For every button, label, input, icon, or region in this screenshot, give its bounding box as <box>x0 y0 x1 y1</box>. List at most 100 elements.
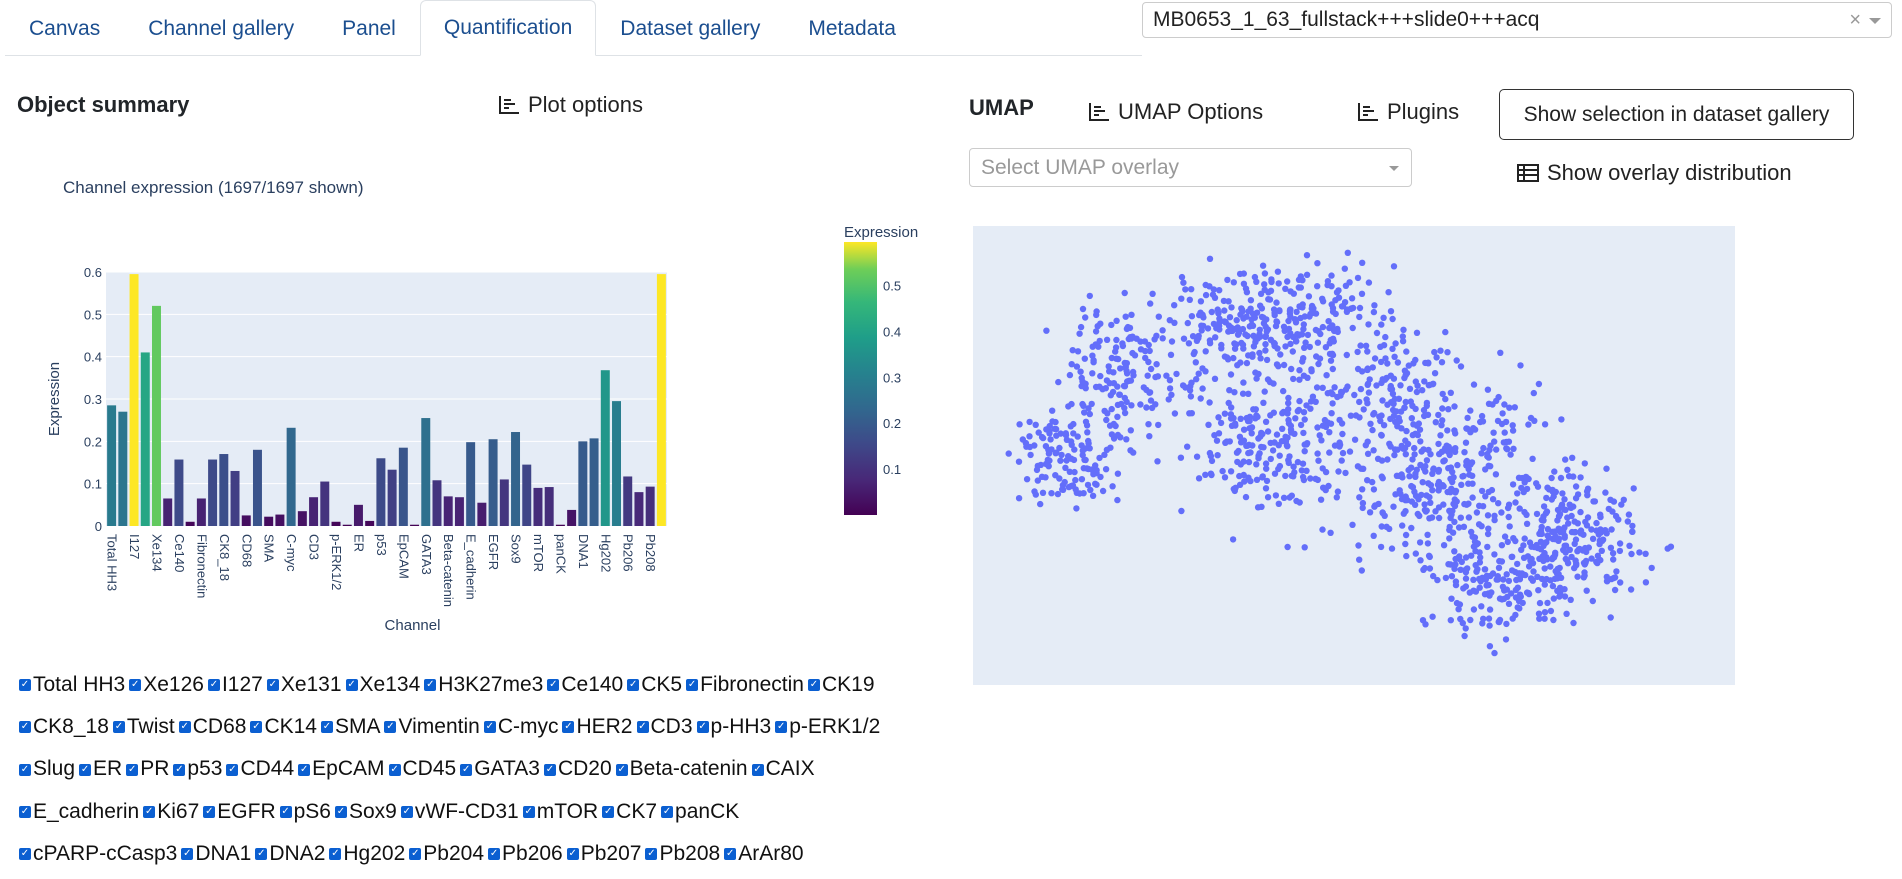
checkbox-checked-icon[interactable]: ✓ <box>400 805 413 818</box>
checkbox-checked-icon[interactable]: ✓ <box>19 679 31 691</box>
channel-checkbox[interactable]: ✓ vWF-CD31 <box>400 793 519 832</box>
channel-checkbox[interactable]: ✓ Fibronectin <box>686 666 804 705</box>
umap-plot[interactable] <box>973 226 1735 685</box>
channel-checkbox[interactable]: ✓ EpCAM <box>298 750 385 789</box>
checkbox-checked-icon[interactable]: ✓ <box>255 848 268 860</box>
checkbox-checked-icon[interactable]: ✓ <box>173 763 186 776</box>
checkbox-checked-icon[interactable]: ✓ <box>250 721 263 734</box>
checkbox-checked-icon[interactable]: ✓ <box>19 763 31 776</box>
plugins-button[interactable]: Plugins <box>1357 99 1459 125</box>
channel-checkbox[interactable]: ✓ ArAr80 <box>724 835 804 874</box>
channel-checkbox[interactable]: ✓ CD68 <box>178 708 246 747</box>
checkbox-checked-icon[interactable]: ✓ <box>751 763 764 776</box>
checkbox-checked-icon[interactable]: ✓ <box>79 763 92 776</box>
tab-panel[interactable]: Panel <box>342 16 396 40</box>
channel-checkbox[interactable]: ✓ CD44 <box>226 750 294 789</box>
checkbox-checked-icon[interactable]: ✓ <box>345 679 358 691</box>
channel-checkbox[interactable]: ✓ p-ERK1/2 <box>775 708 880 747</box>
checkbox-checked-icon[interactable]: ✓ <box>645 848 658 860</box>
channel-checkbox[interactable]: ✓ Pb206 <box>488 835 563 874</box>
channel-checkbox[interactable]: ✓ Beta-catenin <box>615 750 748 789</box>
checkbox-checked-icon[interactable]: ✓ <box>279 805 292 818</box>
channel-checkbox[interactable]: ✓ CK5 <box>627 666 682 705</box>
checkbox-checked-icon[interactable]: ✓ <box>424 679 437 691</box>
channel-checkbox[interactable]: ✓ DNA1 <box>181 835 251 874</box>
checkbox-checked-icon[interactable]: ✓ <box>522 805 535 818</box>
checkbox-checked-icon[interactable]: ✓ <box>329 848 342 860</box>
channel-checkbox[interactable]: ✓ CD20 <box>543 750 612 789</box>
checkbox-checked-icon[interactable]: ✓ <box>562 721 575 734</box>
checkbox-checked-icon[interactable]: ✓ <box>547 679 560 691</box>
channel-checkbox[interactable]: ✓ Hg202 <box>329 835 405 874</box>
checkbox-checked-icon[interactable]: ✓ <box>178 721 191 734</box>
checkbox-checked-icon[interactable]: ✓ <box>724 848 737 860</box>
checkbox-checked-icon[interactable]: ✓ <box>686 679 699 691</box>
channel-checkbox[interactable]: ✓ Xe126 <box>129 666 204 705</box>
channel-checkbox[interactable]: ✓ Sox9 <box>335 793 397 832</box>
channel-checkbox[interactable]: ✓ pS6 <box>279 793 331 832</box>
channel-checkbox[interactable]: ✓ Slug <box>19 750 75 789</box>
channel-checkbox[interactable]: ✓ Xe131 <box>266 666 342 705</box>
checkbox-checked-icon[interactable]: ✓ <box>566 848 579 860</box>
checkbox-checked-icon[interactable]: ✓ <box>388 763 401 776</box>
channel-checkbox[interactable]: ✓ Twist <box>112 708 175 747</box>
checkbox-checked-icon[interactable]: ✓ <box>602 805 615 818</box>
tab-canvas[interactable]: Canvas <box>29 16 101 40</box>
channel-checkbox[interactable]: ✓ EGFR <box>203 793 276 832</box>
checkbox-checked-icon[interactable]: ✓ <box>226 763 239 776</box>
checkbox-checked-icon[interactable]: ✓ <box>19 721 31 734</box>
clear-icon[interactable]: × <box>1849 9 1861 31</box>
umap-overlay-select[interactable]: Select UMAP overlay <box>969 148 1412 187</box>
channel-checkbox[interactable]: ✓ Total HH3 <box>19 666 125 705</box>
tab-dataset-gallery[interactable]: Dataset gallery <box>620 16 761 40</box>
channel-checkbox[interactable]: ✓ Ki67 <box>143 793 199 832</box>
umap-options-button[interactable]: UMAP Options <box>1088 99 1263 125</box>
checkbox-checked-icon[interactable]: ✓ <box>696 721 709 734</box>
tab-quantification[interactable]: Quantification <box>419 0 597 56</box>
checkbox-checked-icon[interactable]: ✓ <box>543 763 556 776</box>
checkbox-checked-icon[interactable]: ✓ <box>320 721 333 734</box>
channel-checkbox[interactable]: ✓ Ce140 <box>547 666 623 705</box>
checkbox-checked-icon[interactable]: ✓ <box>488 848 501 860</box>
channel-checkbox[interactable]: ✓ p53 <box>173 750 222 789</box>
channel-checkbox[interactable]: ✓ I127 <box>207 666 263 705</box>
channel-checkbox[interactable]: ✓ GATA3 <box>460 750 540 789</box>
checkbox-checked-icon[interactable]: ✓ <box>181 848 194 860</box>
checkbox-checked-icon[interactable]: ✓ <box>19 805 31 818</box>
channel-checkbox[interactable]: ✓ p-HH3 <box>696 708 771 747</box>
channel-checkbox[interactable]: ✓ CK7 <box>602 793 657 832</box>
dataset-select[interactable]: MB0653_1_63_fullstack+++slide0+++acq × <box>1142 2 1892 38</box>
channel-checkbox[interactable]: ✓ Pb204 <box>409 835 484 874</box>
channel-checkbox[interactable]: ✓ CK14 <box>250 708 317 747</box>
chevron-down-icon[interactable] <box>1389 166 1399 171</box>
channel-checkbox[interactable]: ✓ panCK <box>661 793 739 832</box>
show-selection-button[interactable]: Show selection in dataset gallery <box>1499 89 1854 140</box>
checkbox-checked-icon[interactable]: ✓ <box>807 679 820 691</box>
checkbox-checked-icon[interactable]: ✓ <box>775 721 788 734</box>
channel-checkbox[interactable]: ✓ mTOR <box>522 793 598 832</box>
checkbox-checked-icon[interactable]: ✓ <box>615 763 628 776</box>
checkbox-checked-icon[interactable]: ✓ <box>203 805 216 818</box>
channel-checkbox[interactable]: ✓ DNA2 <box>255 835 325 874</box>
channel-checkbox[interactable]: ✓ cPARP-cCasp3 <box>19 835 177 874</box>
channel-expression-chart[interactable]: Channel expression (1697/1697 shown) 0 0.1… <box>40 175 930 635</box>
channel-checkbox[interactable]: ✓ SMA <box>320 708 380 747</box>
checkbox-checked-icon[interactable]: ✓ <box>126 763 139 776</box>
checkbox-checked-icon[interactable]: ✓ <box>298 763 311 776</box>
channel-checkbox[interactable]: ✓ Vimentin <box>384 708 480 747</box>
tab-channel-gallery[interactable]: Channel gallery <box>148 16 295 40</box>
checkbox-checked-icon[interactable]: ✓ <box>661 805 674 818</box>
checkbox-checked-icon[interactable]: ✓ <box>143 805 156 818</box>
channel-checkbox[interactable]: ✓ CK8_18 <box>19 708 109 747</box>
plot-options-button[interactable]: Plot options <box>498 92 643 118</box>
checkbox-checked-icon[interactable]: ✓ <box>636 721 649 734</box>
checkbox-checked-icon[interactable]: ✓ <box>129 679 142 691</box>
channel-checkbox[interactable]: ✓ HER2 <box>562 708 633 747</box>
channel-checkbox[interactable]: ✓ PR <box>126 750 169 789</box>
channel-checkbox[interactable]: ✓ CK19 <box>807 666 875 705</box>
channel-checkbox[interactable]: ✓ C-myc <box>483 708 558 747</box>
checkbox-checked-icon[interactable]: ✓ <box>19 848 31 860</box>
checkbox-checked-icon[interactable]: ✓ <box>335 805 347 818</box>
channel-checkbox[interactable]: ✓ H3K27me3 <box>424 666 543 705</box>
channel-checkbox[interactable]: ✓ E_cadherin <box>19 793 139 832</box>
